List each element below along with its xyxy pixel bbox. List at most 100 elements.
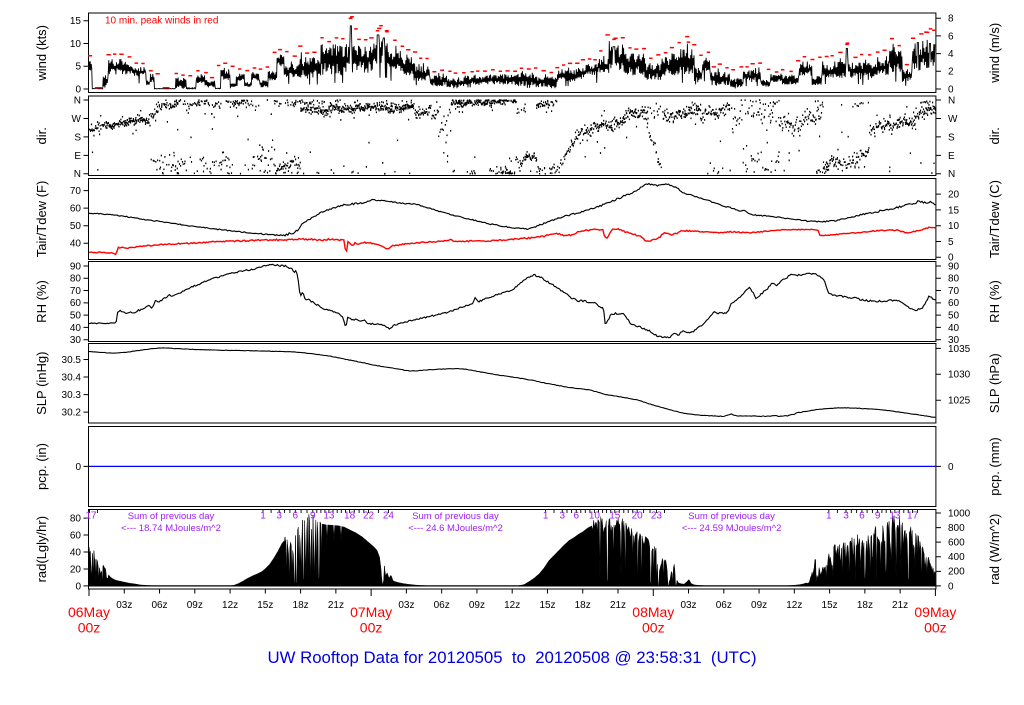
svg-text:15z: 15z xyxy=(257,600,273,611)
svg-text:0: 0 xyxy=(948,253,954,264)
svg-text:N: N xyxy=(74,95,81,106)
svg-text:24: 24 xyxy=(383,511,395,522)
svg-text:15: 15 xyxy=(70,16,82,27)
svg-text:15z: 15z xyxy=(822,600,838,611)
svg-text:0: 0 xyxy=(75,581,81,592)
svg-text:S: S xyxy=(74,132,81,143)
svg-text:30.3: 30.3 xyxy=(62,390,82,401)
svg-text:30.2: 30.2 xyxy=(62,408,82,419)
svg-text:15: 15 xyxy=(948,205,960,216)
svg-text:dir.: dir. xyxy=(987,127,1002,144)
svg-text:00z: 00z xyxy=(642,620,665,636)
svg-text:09z: 09z xyxy=(187,600,203,611)
svg-text:E: E xyxy=(948,151,955,162)
svg-text:60: 60 xyxy=(948,298,960,309)
svg-text:0: 0 xyxy=(948,581,954,592)
svg-text:06z: 06z xyxy=(716,600,732,611)
svg-text:70: 70 xyxy=(70,286,82,297)
svg-text:800: 800 xyxy=(948,523,965,534)
svg-text:Sum of previous day: Sum of previous day xyxy=(412,511,499,522)
svg-text:50: 50 xyxy=(948,311,960,322)
svg-text:4: 4 xyxy=(948,49,954,60)
svg-text:15: 15 xyxy=(609,511,621,522)
svg-text:6: 6 xyxy=(293,511,299,522)
svg-text:40: 40 xyxy=(70,239,82,250)
svg-text:0: 0 xyxy=(75,84,81,95)
svg-text:18z: 18z xyxy=(575,600,591,611)
svg-text:5: 5 xyxy=(75,62,81,73)
svg-text:00z: 00z xyxy=(924,620,947,636)
svg-text:17: 17 xyxy=(907,511,919,522)
svg-text:13: 13 xyxy=(323,511,335,522)
svg-text:03z: 03z xyxy=(398,600,414,611)
svg-text:RH (%): RH (%) xyxy=(987,280,1002,323)
svg-text:18: 18 xyxy=(344,511,356,522)
svg-text:21z: 21z xyxy=(892,600,908,611)
svg-text:30.4: 30.4 xyxy=(62,373,82,384)
svg-text:10 min. peak winds in red: 10 min. peak winds in red xyxy=(105,16,218,27)
svg-text:30: 30 xyxy=(70,335,82,346)
svg-text:09z: 09z xyxy=(469,600,485,611)
svg-text:W: W xyxy=(72,114,82,125)
svg-text:10: 10 xyxy=(70,39,82,50)
svg-text:1000: 1000 xyxy=(948,508,971,519)
svg-text:SLP (inHg): SLP (inHg) xyxy=(34,352,49,415)
svg-text:3: 3 xyxy=(843,511,849,522)
svg-text:40: 40 xyxy=(70,323,82,334)
svg-text:2: 2 xyxy=(948,67,954,78)
svg-text:03z: 03z xyxy=(680,600,696,611)
svg-text:pcp. (in): pcp. (in) xyxy=(34,443,49,490)
svg-text:5: 5 xyxy=(948,237,954,248)
svg-text:wind (kts): wind (kts) xyxy=(34,25,49,82)
svg-text:Sum of previous day: Sum of previous day xyxy=(128,511,215,522)
svg-text:1030: 1030 xyxy=(948,370,971,381)
svg-text:6: 6 xyxy=(859,511,865,522)
svg-text:06May: 06May xyxy=(68,604,110,620)
svg-text:80: 80 xyxy=(70,274,82,285)
svg-text:200: 200 xyxy=(948,567,965,578)
svg-text:SLP (hPa): SLP (hPa) xyxy=(987,353,1002,413)
svg-text:rad (W/m^2): rad (W/m^2) xyxy=(987,514,1002,585)
svg-text:23: 23 xyxy=(651,511,663,522)
svg-text:70: 70 xyxy=(948,286,960,297)
svg-text:<--- 18.74 MJoules/m^2: <--- 18.74 MJoules/m^2 xyxy=(121,523,221,534)
svg-text:<--- 24.59 MJoules/m^2: <--- 24.59 MJoules/m^2 xyxy=(682,523,782,534)
svg-text:09z: 09z xyxy=(751,600,767,611)
svg-text:8: 8 xyxy=(948,14,954,25)
svg-text:10: 10 xyxy=(948,221,960,232)
svg-text:20: 20 xyxy=(632,511,644,522)
svg-text:80: 80 xyxy=(948,274,960,285)
svg-text:9: 9 xyxy=(875,511,881,522)
svg-text:1: 1 xyxy=(260,511,266,522)
svg-text:3: 3 xyxy=(560,511,566,522)
svg-text:70: 70 xyxy=(70,186,82,197)
svg-text:15z: 15z xyxy=(539,600,555,611)
svg-text:12z: 12z xyxy=(222,600,238,611)
svg-text:13: 13 xyxy=(889,511,901,522)
svg-text:21z: 21z xyxy=(328,600,344,611)
svg-text:RH (%): RH (%) xyxy=(34,280,49,323)
svg-text:Tair/Tdew (C): Tair/Tdew (C) xyxy=(987,180,1002,258)
svg-text:90: 90 xyxy=(948,261,960,272)
svg-text:400: 400 xyxy=(948,552,965,563)
svg-text:0: 0 xyxy=(948,462,954,473)
svg-text:N: N xyxy=(74,169,81,180)
svg-text:00z: 00z xyxy=(360,620,383,636)
svg-text:06z: 06z xyxy=(434,600,450,611)
svg-text:12z: 12z xyxy=(504,600,520,611)
svg-text:80: 80 xyxy=(70,514,82,525)
svg-text:pcp. (mm): pcp. (mm) xyxy=(987,437,1002,496)
svg-text:20: 20 xyxy=(70,564,82,575)
svg-text:600: 600 xyxy=(948,538,965,549)
svg-text:50: 50 xyxy=(70,221,82,232)
svg-text:S: S xyxy=(948,132,955,143)
svg-text:60: 60 xyxy=(70,204,82,215)
svg-text:9: 9 xyxy=(310,511,316,522)
svg-text:07May: 07May xyxy=(350,604,392,620)
svg-text:10: 10 xyxy=(589,511,601,522)
svg-text:Sum of previous day: Sum of previous day xyxy=(688,511,775,522)
svg-text:18z: 18z xyxy=(293,600,309,611)
svg-text:30.5: 30.5 xyxy=(62,355,82,366)
svg-text:wind (m/s): wind (m/s) xyxy=(987,23,1002,84)
svg-text:1: 1 xyxy=(826,511,832,522)
